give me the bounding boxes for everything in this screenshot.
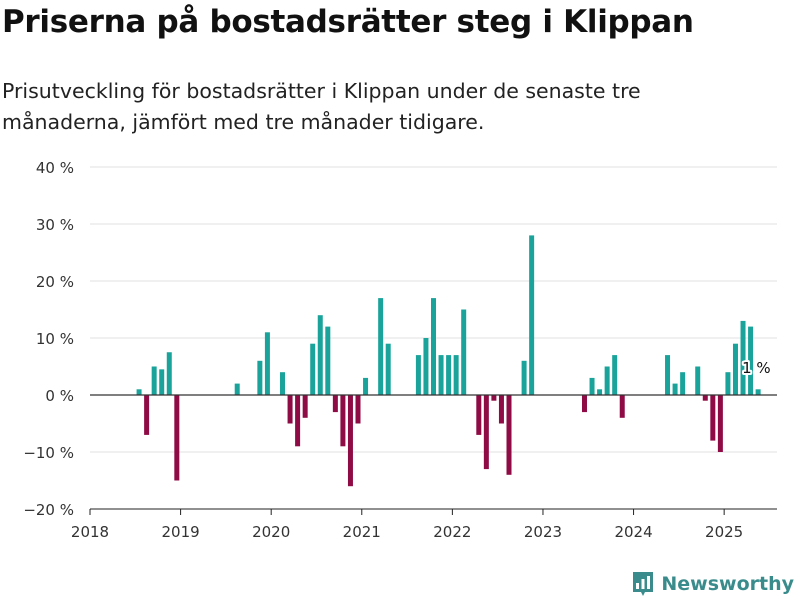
bar: [581, 395, 587, 413]
bar: [295, 395, 301, 447]
bar: [604, 366, 610, 395]
bar: [710, 395, 716, 441]
bar: [310, 343, 316, 395]
bar: [385, 343, 391, 395]
y-tick-label: 10 %: [36, 330, 74, 348]
bar: [672, 383, 678, 395]
y-tick-label: 0 %: [45, 387, 74, 405]
bar: [423, 338, 429, 395]
brand-logo: Newsworthy: [631, 570, 794, 598]
bar: [174, 395, 180, 481]
bar: [151, 366, 157, 395]
bar: [257, 360, 263, 395]
bar: [755, 389, 761, 395]
y-tick-label: 40 %: [36, 159, 74, 177]
bar: [159, 369, 165, 395]
bar: [332, 395, 338, 413]
bar: [589, 377, 595, 395]
y-tick-label: −10 %: [23, 444, 74, 462]
bar: [612, 355, 618, 395]
bar: [453, 355, 459, 395]
bar: [619, 395, 625, 418]
chart-title: Priserna på bostadsrätter steg i Klippan: [2, 4, 694, 40]
bar: [725, 372, 731, 395]
x-tick-label: 2020: [252, 523, 290, 541]
bar: [136, 389, 142, 395]
bar: [717, 395, 723, 452]
bar: [264, 332, 270, 395]
x-tick-label: 2025: [705, 523, 743, 541]
bar: [680, 372, 686, 395]
bar: [665, 355, 671, 395]
bar: [302, 395, 308, 418]
bar: [415, 355, 421, 395]
bar: [521, 360, 527, 395]
bar: [317, 315, 323, 395]
bar: [166, 352, 172, 395]
bar: [234, 383, 240, 395]
bar: [748, 326, 754, 395]
x-tick-label: 2019: [161, 523, 199, 541]
bar: [483, 395, 489, 470]
bar: [597, 389, 603, 395]
bar: [446, 355, 452, 395]
bar: [695, 366, 701, 395]
bar: [438, 355, 444, 395]
bar: [498, 395, 504, 424]
bar: [363, 377, 369, 395]
bar: [280, 372, 286, 395]
brand-name: Newsworthy: [661, 573, 794, 595]
bar: [702, 395, 708, 401]
annotation-label: 1 %: [742, 359, 771, 377]
bar: [740, 320, 746, 395]
newsworthy-icon: [633, 572, 654, 596]
bar: [431, 298, 436, 395]
bar: [347, 395, 353, 487]
y-tick-label: 30 %: [36, 216, 74, 234]
bar: [340, 395, 346, 447]
x-tick-label: 2022: [433, 523, 471, 541]
bar: [378, 298, 384, 395]
y-tick-label: 20 %: [36, 273, 74, 291]
x-tick-label: 2024: [614, 523, 652, 541]
x-tick-label: 2018: [71, 523, 109, 541]
bar: [325, 326, 331, 395]
bar: [506, 395, 512, 475]
bar: [476, 395, 482, 435]
bar: [355, 395, 361, 424]
x-tick-label: 2023: [524, 523, 562, 541]
bar: [144, 395, 150, 435]
chart-subtitle: Prisutveckling för bostadsrätter i Klipp…: [2, 79, 641, 134]
bar: [529, 235, 535, 395]
bar: [461, 309, 467, 395]
bar: [287, 395, 293, 424]
y-tick-label: −20 %: [23, 501, 74, 519]
bar: [491, 395, 497, 401]
x-tick-label: 2021: [343, 523, 381, 541]
bar: [732, 343, 738, 395]
